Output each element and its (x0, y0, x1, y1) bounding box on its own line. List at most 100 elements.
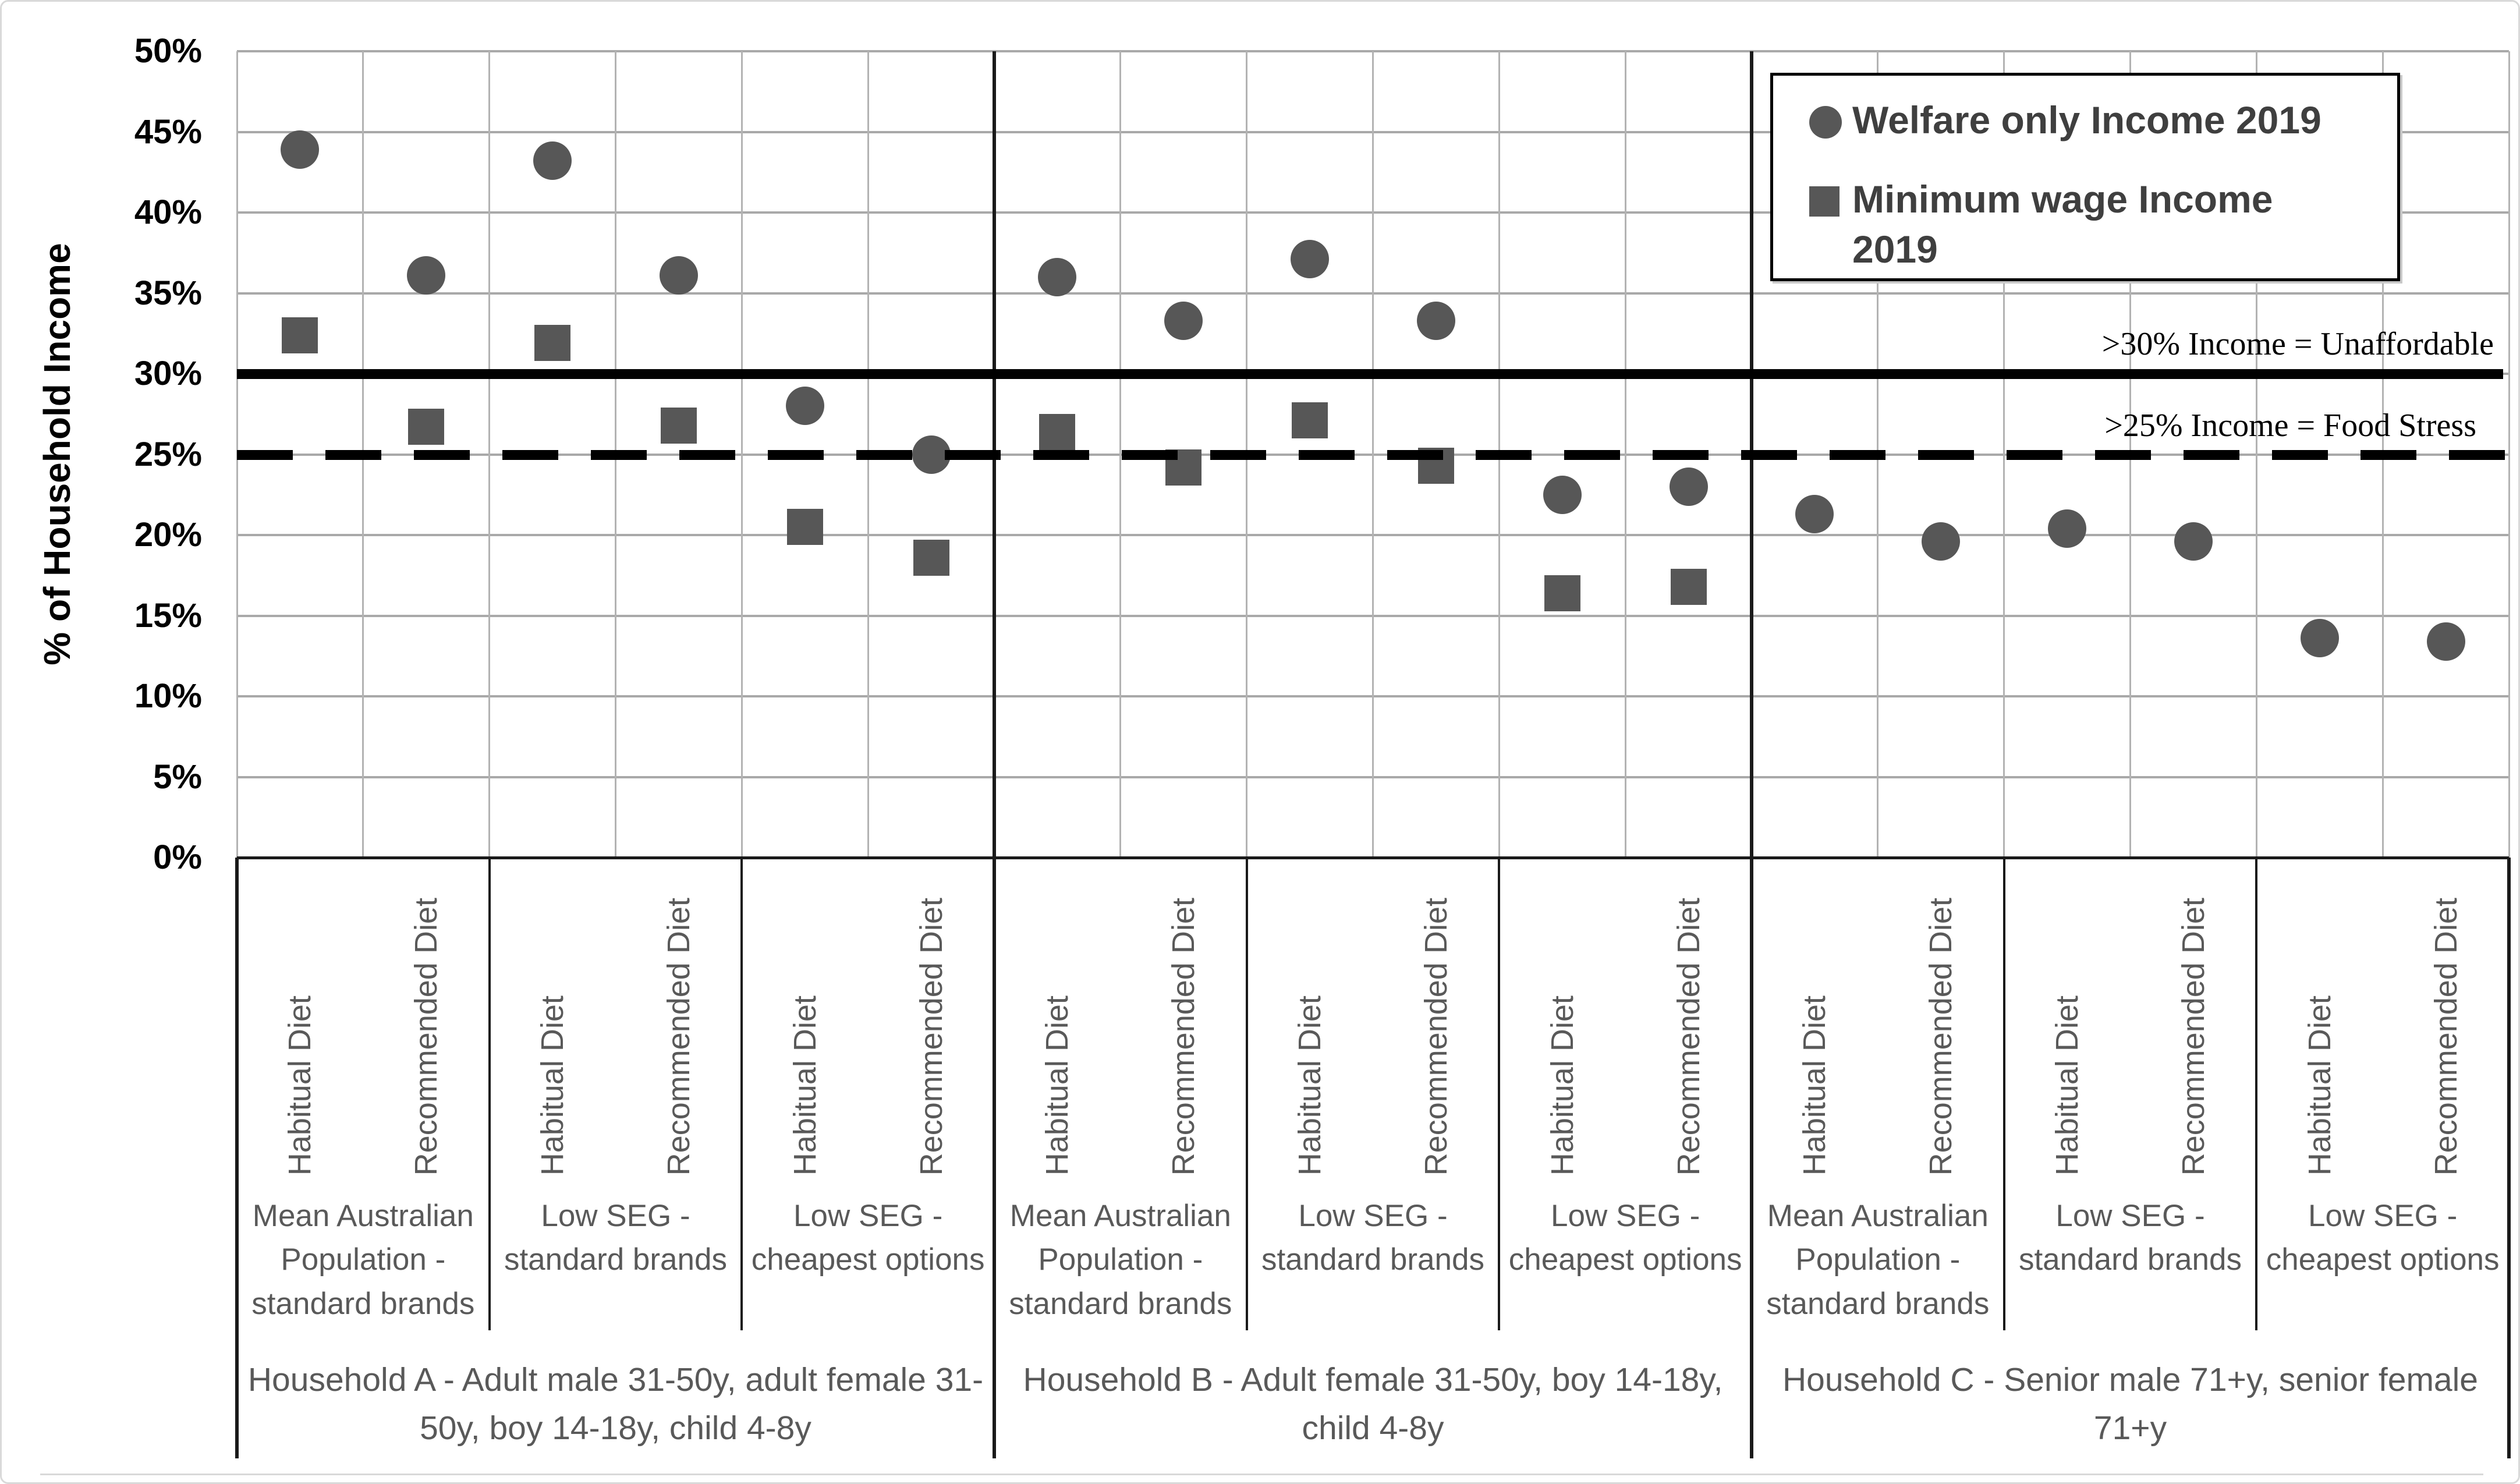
diet-label-text: Habitual Diet (535, 995, 570, 1175)
diet-label-text: Habitual Diet (1292, 995, 1328, 1175)
food-stress-threshold-label: >25% Income = Food Stress (2104, 408, 2476, 444)
group-label: Low SEG - standard brands (1261, 1199, 1484, 1277)
welfare-income-marker (1795, 494, 1834, 533)
minimum-wage-marker (282, 317, 318, 353)
group-label: Mean Australian Population - standard br… (1009, 1199, 1232, 1321)
group-label: Low SEG - standard brands (504, 1199, 727, 1277)
group-separator-line (1498, 858, 1501, 1330)
group-separator-line (740, 858, 743, 1330)
household-label: Household C - Senior male 71+y, senior f… (1782, 1361, 2478, 1447)
minimum-wage-marker (913, 539, 949, 576)
diet-category-label: Recommended Diet (2383, 860, 2509, 1184)
welfare-income-marker (2174, 522, 2213, 561)
welfare-income-marker (1291, 240, 1330, 279)
diet-label-text: Recommended Diet (1671, 897, 1706, 1175)
y-axis-tick-label: 45% (134, 112, 202, 151)
y-axis-tick-label: 15% (134, 596, 202, 635)
diet-category-label: Recommended Diet (868, 860, 994, 1184)
household-label: Household B - Adult female 31-50y, boy 1… (1023, 1361, 1723, 1447)
group-label: Low SEG - standard brands (2018, 1199, 2242, 1277)
legend-item-minwage: Minimum wage Income 2019 (1809, 175, 2386, 275)
group-label: Low SEG - cheapest options (751, 1199, 985, 1277)
group-label: Mean Australian Population - standard br… (1766, 1199, 1990, 1321)
diet-label-text: Habitual Diet (2302, 995, 2337, 1175)
diet-label-text: Habitual Diet (2050, 995, 2085, 1175)
welfare-income-marker (2300, 619, 2339, 658)
y-axis-tick-label: 40% (134, 193, 202, 231)
household-boundary-line (1750, 858, 1753, 1458)
welfare-income-marker (281, 130, 320, 169)
group-label: Low SEG - cheapest options (2266, 1199, 2500, 1277)
group-separator-line (2002, 858, 2005, 1330)
y-axis-tick-label: 30% (134, 355, 202, 392)
welfare-income-marker (1922, 522, 1961, 561)
welfare-income-marker (533, 141, 572, 180)
group-separator-line (2255, 858, 2258, 1330)
minimum-wage-marker (1292, 402, 1328, 439)
y-axis-tick-label: 5% (153, 757, 202, 796)
group-label: Low SEG - cheapest options (1508, 1199, 1742, 1277)
welfare-income-marker (1416, 301, 1455, 340)
diet-label-text: Habitual Diet (1797, 995, 1833, 1175)
food-stress-threshold-line (237, 449, 2507, 460)
minimum-wage-marker (786, 509, 823, 546)
group-separator-line (488, 858, 491, 1330)
diet-category-label: Recommended Diet (1121, 860, 1247, 1184)
group-separator-line (1245, 858, 1248, 1330)
unaffordable-threshold-line (237, 369, 2503, 379)
welfare-income-marker (2048, 509, 2087, 548)
minimum-wage-marker (408, 409, 445, 445)
diet-label-text: Habitual Diet (1040, 995, 1075, 1175)
y-axis-tick-label: 25% (134, 435, 202, 473)
diet-category-label: Habitual Diet (2256, 860, 2383, 1184)
legend-label-welfare: Welfare only Income 2019 (1852, 98, 2321, 141)
diet-label-text: Recommended Diet (409, 897, 444, 1175)
circle-marker-icon (1809, 106, 1842, 139)
diet-label-text: Recommended Diet (2175, 897, 2211, 1175)
diet-label-text: Habitual Diet (1544, 995, 1580, 1175)
diet-category-label: Habitual Diet (1247, 860, 1373, 1184)
diet-category-label: Recommended Diet (616, 860, 742, 1184)
welfare-income-marker (1543, 475, 1582, 514)
diet-label-text: Habitual Diet (787, 995, 823, 1175)
legend-item-welfare: Welfare only Income 2019 (1809, 95, 2386, 146)
household-boundary-line (993, 858, 996, 1458)
group-label: Mean Australian Population - standard br… (251, 1199, 475, 1321)
y-axis-tick-label: 0% (153, 838, 202, 876)
diet-category-label: Recommended Diet (1373, 860, 1500, 1184)
diet-category-label: Habitual Diet (1752, 860, 1878, 1184)
household-label: Household A - Adult male 31-50y, adult f… (247, 1361, 984, 1447)
gridline-vertical (2508, 51, 2510, 858)
welfare-income-marker (785, 387, 824, 426)
diet-category-label: Habitual Diet (2004, 860, 2131, 1184)
diet-category-label: Recommended Diet (363, 860, 490, 1184)
legend-label-minwage: Minimum wage Income 2019 (1852, 177, 2273, 271)
minimum-wage-marker (1670, 568, 1707, 605)
welfare-income-marker (659, 256, 698, 295)
minimum-wage-marker (660, 407, 697, 444)
y-axis-tick-label: 10% (134, 677, 202, 715)
diet-label-text: Habitual Diet (282, 995, 318, 1175)
diet-category-label: Habitual Diet (742, 860, 868, 1184)
chart-bottom-border (40, 1474, 2483, 1475)
welfare-income-marker (2426, 622, 2465, 661)
diet-label-text: Recommended Diet (913, 897, 949, 1175)
household-boundary-line (2507, 858, 2511, 1458)
diet-category-label: Habitual Diet (994, 860, 1121, 1184)
unaffordable-threshold-label: >30% Income = Unaffordable (2101, 326, 2494, 362)
diet-category-label: Recommended Diet (1625, 860, 1752, 1184)
welfare-income-marker (1038, 257, 1077, 296)
diet-label-text: Recommended Diet (661, 897, 696, 1175)
welfare-income-marker (1669, 467, 1708, 506)
y-axis-tick-label: 35% (134, 274, 202, 312)
welfare-income-marker (1164, 301, 1203, 340)
square-marker-icon (1809, 186, 1840, 217)
y-axis-tick-label: 50% (134, 32, 202, 70)
minimum-wage-marker (1039, 413, 1076, 450)
diet-category-label: Habitual Diet (490, 860, 616, 1184)
welfare-income-marker (407, 256, 446, 295)
diet-label-text: Recommended Diet (1923, 897, 1959, 1175)
diet-category-label: Habitual Diet (237, 860, 363, 1184)
diet-category-label: Recommended Diet (1878, 860, 2004, 1184)
